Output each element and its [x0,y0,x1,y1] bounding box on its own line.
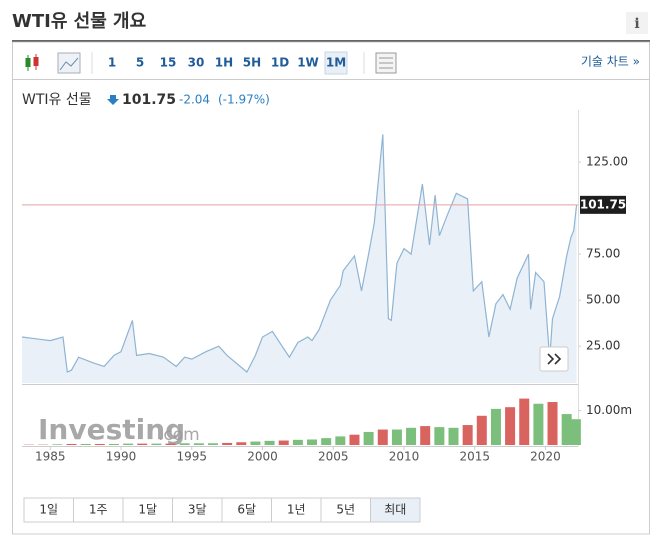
area-icon[interactable] [58,53,80,73]
technical-chart-link[interactable]: 기술 차트 » [581,55,640,69]
volume-bar [519,399,529,445]
volume-bar [222,443,232,445]
volume-bar [67,444,77,445]
volume-bar [562,414,572,445]
x-tick-label: 2005 [318,450,349,464]
volume-bar [137,444,147,445]
info-icon[interactable]: i [634,16,639,32]
down-arrow [107,95,119,105]
x-tick-label: 2010 [389,450,420,464]
range-label[interactable]: 3달 [188,503,207,517]
range-label[interactable]: 5년 [336,503,355,517]
volume-bar [293,440,303,445]
range-label[interactable]: 1달 [138,503,157,517]
volume-bar [81,444,91,445]
volume-bar [491,409,501,445]
volume-bar [265,441,275,445]
y-tick-label: 75.00 [586,247,620,261]
interval-button[interactable]: 5 [136,56,144,70]
quote-change-percent: (-1.97%) [218,93,270,107]
interval-button[interactable]: 1W [297,56,319,70]
interval-button[interactable]: 1 [108,56,116,70]
volume-bar [420,426,430,445]
scroll-button[interactable] [540,347,568,371]
volume-bar [406,428,416,445]
volume-bar [434,427,444,445]
x-tick-label: 1990 [106,450,137,464]
interval-button[interactable]: 30 [188,56,205,70]
volume-bar [151,444,161,445]
price-area [22,134,577,383]
last-price-label: 101.75 [580,197,626,211]
range-label[interactable]: 1일 [39,503,58,517]
volume-bar [52,444,62,445]
x-tick-label: 2000 [247,450,278,464]
x-tick-label: 1985 [35,450,66,464]
interval-button[interactable]: 1D [271,56,289,70]
interval-button[interactable]: 1M [326,56,346,70]
volume-bar [250,442,260,445]
volume-bar [236,442,246,445]
volume-bar [194,443,204,445]
quote-change: -2.04 [179,93,210,107]
volume-bar [321,438,331,445]
volume-bar [505,407,515,445]
volume-bar [166,444,176,445]
volume-bar [533,404,543,445]
volume-bar [378,430,388,445]
volume-tick-label: 10.00m [586,403,632,417]
x-tick-label: 2015 [459,450,490,464]
volume-bar [392,430,402,445]
quote-last: 101.75 [122,92,176,108]
volume-bar [449,428,459,445]
interval-button[interactable]: 5H [243,56,261,70]
volume-bar [95,444,105,445]
volume-bar [548,402,558,445]
y-tick-label: 50.00 [586,293,620,307]
volume-bar [307,440,317,446]
volume-bar [477,416,487,445]
range-label[interactable]: 최대 [384,503,406,517]
volume-bar [571,419,581,445]
volume-bar [208,443,218,445]
x-tick-label: 1995 [176,450,207,464]
quote-name: WTI유 선물 [22,92,92,108]
volume-bar [180,443,190,445]
watermark: .com [158,425,200,445]
volume-bar [109,444,119,445]
volume-bar [349,435,359,445]
range-label[interactable]: 1년 [287,503,306,517]
volume-bar [335,436,345,445]
candle-icon[interactable] [26,54,39,71]
x-tick-label: 2020 [530,450,561,464]
y-tick-label: 25.00 [586,339,620,353]
table-icon[interactable] [376,53,396,73]
interval-button[interactable]: 15 [160,56,177,70]
plot: 25.0050.0075.00125.00101.75Investing.com… [22,110,632,464]
title: WTI유 선물 개요 [12,11,146,32]
volume-bar [364,432,374,445]
volume-bar [123,444,133,445]
volume-bar [463,425,473,445]
range-label[interactable]: 1주 [89,503,108,517]
range-label[interactable]: 6달 [237,503,256,517]
interval-button[interactable]: 1H [215,56,233,70]
y-tick-label: 125.00 [586,155,628,169]
volume-bar [279,441,289,445]
